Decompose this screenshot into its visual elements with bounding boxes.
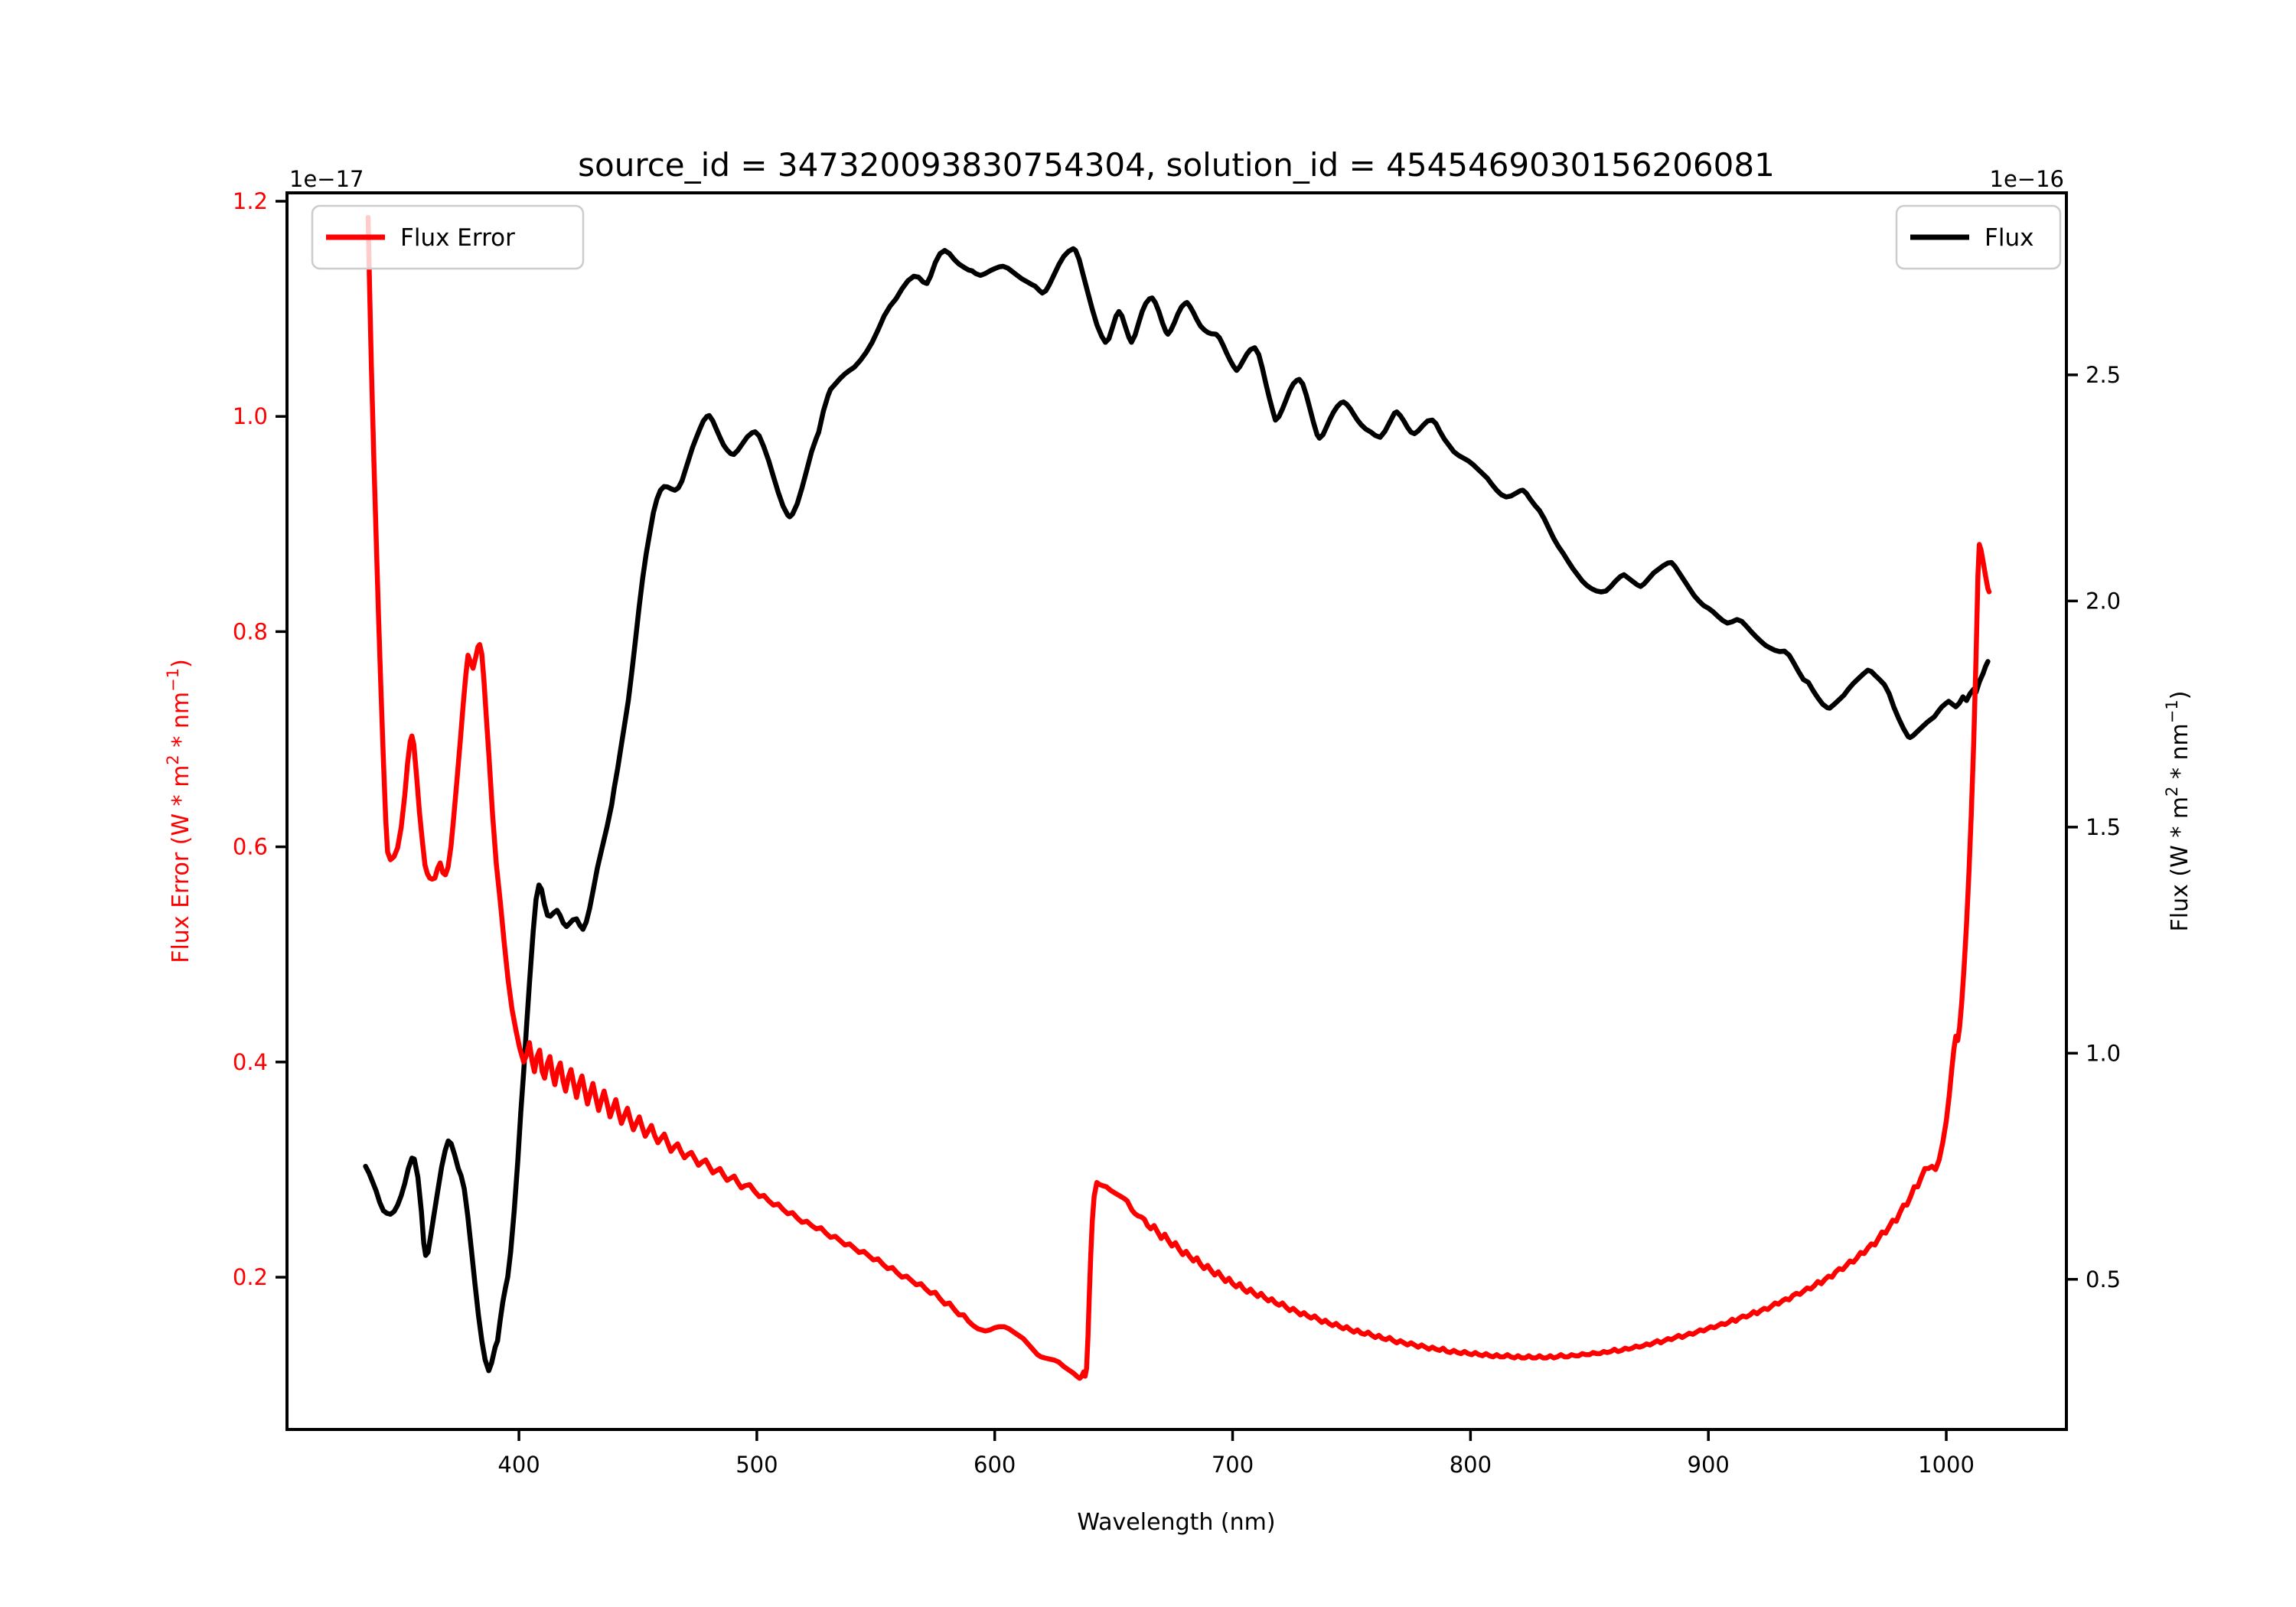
- x-tick-label: 500: [735, 1452, 778, 1478]
- right-y-axis-ticks: 0.5 1.0 1.5 2.0 2.5: [2066, 362, 2121, 1292]
- x-axis-ticks: 400 500 600 700 800 900 1000: [497, 1429, 1975, 1478]
- left-y-tick-label: 0.6: [233, 834, 268, 860]
- flux-line: [363, 246, 1991, 1374]
- data-series: [363, 214, 1992, 1381]
- left-y-tick-label: 1.2: [233, 188, 268, 214]
- x-tick-label: 800: [1450, 1452, 1492, 1478]
- right-y-axis-label: Flux (W * m2 * nm−1): [2163, 691, 2193, 932]
- left-y-axis-ticks: 0.2 0.4 0.6 0.8 1.0 1.2: [233, 188, 287, 1290]
- flux-error-line: [365, 214, 1992, 1381]
- plot-area: [285, 191, 2068, 1431]
- x-tick-label: 600: [974, 1452, 1016, 1478]
- legend-flux-box: [1895, 204, 2062, 270]
- right-axis-offset-text: 1e−16: [1990, 166, 2065, 192]
- x-tick-label: 400: [497, 1452, 540, 1478]
- x-axis-label: Wavelength (nm): [1077, 1509, 1275, 1536]
- x-tick-label: 1000: [1918, 1452, 1975, 1478]
- right-y-tick-label: 0.5: [2086, 1266, 2121, 1292]
- legend-flux-error-label: Flux Error: [400, 224, 515, 252]
- legend-flux: Flux: [1895, 204, 2062, 270]
- chart-title: source_id = 347320093830754304, solution…: [578, 146, 1775, 184]
- left-y-tick-label: 0.4: [233, 1049, 268, 1075]
- left-y-tick-label: 0.8: [233, 618, 268, 644]
- legend-flux-error-box: [311, 204, 585, 270]
- right-y-tick-label: 2.5: [2086, 362, 2121, 388]
- legend-flux-label: Flux: [1985, 224, 2033, 252]
- left-y-tick-label: 1.0: [233, 403, 268, 429]
- x-tick-label: 900: [1688, 1452, 1730, 1478]
- right-y-tick-label: 2.0: [2086, 588, 2121, 614]
- right-y-tick-label: 1.5: [2086, 814, 2121, 840]
- left-y-tick-label: 0.2: [233, 1264, 268, 1290]
- left-axis-offset-text: 1e−17: [289, 166, 364, 192]
- left-y-axis-label: Flux Error (W * m2 * nm−1): [164, 659, 194, 963]
- right-y-tick-label: 1.0: [2086, 1040, 2121, 1066]
- legend-flux-error: Flux Error: [311, 204, 585, 270]
- x-tick-label: 700: [1212, 1452, 1254, 1478]
